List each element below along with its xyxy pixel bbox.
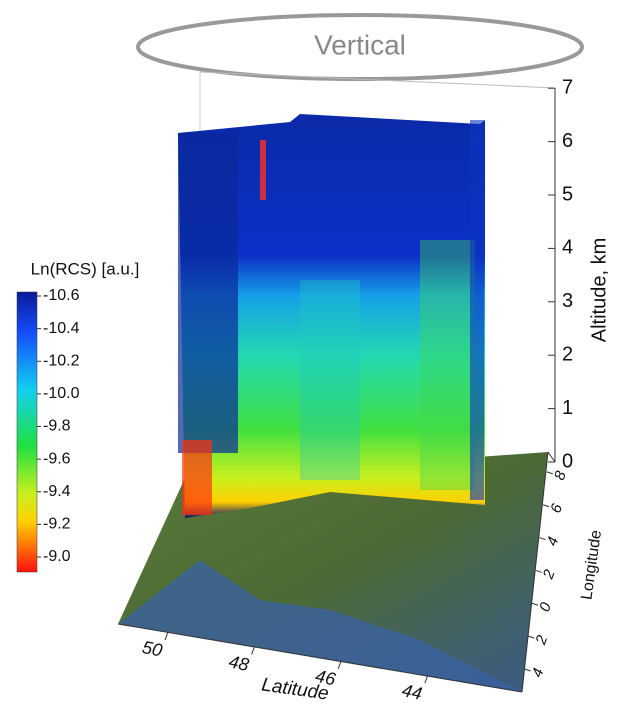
longitude-tick-label: 6	[547, 501, 566, 515]
lidar-curtain	[178, 114, 485, 518]
latitude-tick	[424, 675, 429, 684]
latitude-tick-label: 48	[227, 651, 251, 675]
colorbar-tick-label: -10.4	[43, 320, 80, 337]
altitude-tick-label: 7	[562, 76, 573, 98]
longitude-tick-label: 4	[544, 535, 563, 549]
longitude-tick	[531, 602, 539, 606]
curtain-band	[300, 280, 360, 480]
frame-line	[547, 451, 556, 463]
longitude-tick	[546, 471, 554, 475]
longitude-tick-label: 0	[536, 600, 555, 614]
longitude-tick	[535, 569, 542, 573]
latitude-tick-label: 46	[314, 666, 339, 690]
latitude-tick	[251, 646, 256, 655]
longitude-tick	[528, 635, 535, 639]
curtain-band	[470, 120, 484, 500]
title: Vertical	[314, 29, 406, 60]
colorbar-tick-label: -10.2	[43, 352, 80, 369]
altitude-label: Altitude, km	[588, 238, 610, 342]
curtain-band	[178, 133, 238, 453]
curtain-band	[182, 440, 212, 515]
latitude-tick	[164, 631, 169, 641]
colorbar-tick-label: -9.0	[43, 548, 71, 565]
curtain-band	[260, 140, 266, 200]
longitude-tick-label: 4	[529, 666, 548, 680]
longitude-tick-label: 2	[539, 567, 558, 582]
altitude-tick-label: 2	[562, 343, 573, 365]
curtain-band	[420, 240, 475, 490]
longitude-tick	[539, 537, 546, 541]
longitude-axis-line	[521, 451, 549, 693]
longitude-tick	[524, 668, 531, 672]
longitude-tick	[543, 504, 550, 508]
colorbar	[16, 291, 38, 573]
longitude-tick-label: 2	[532, 633, 551, 648]
map-sea	[118, 560, 522, 692]
altitude-tick-label: 6	[562, 130, 573, 152]
colorbar-tick-label: -10.0	[43, 385, 80, 402]
latitude-tick-label: 44	[400, 680, 424, 704]
latitude-axis-line	[117, 623, 523, 693]
latitude-tick	[337, 660, 342, 669]
frame-line	[199, 71, 556, 89]
altitude-tick-label: 5	[562, 183, 573, 205]
colorbar-tick-label: -9.2	[43, 516, 71, 533]
latitude-tick-label: 50	[140, 637, 164, 661]
colorbar-label: Ln(RCS) [a.u.]	[31, 259, 140, 278]
colorbar-tick-label: -9.6	[43, 450, 71, 467]
altitude-tick-label: 0	[562, 450, 573, 472]
longitude-label: Longitude	[578, 529, 605, 601]
altitude-tick-label: 4	[562, 237, 573, 259]
altitude-tick-label: 1	[562, 397, 573, 419]
colorbar-tick-label: -9.8	[43, 418, 71, 435]
colorbar-tick-label: -10.6	[43, 287, 80, 304]
altitude-tick-label: 3	[562, 290, 573, 312]
colorbar-tick-label: -9.4	[43, 483, 71, 500]
